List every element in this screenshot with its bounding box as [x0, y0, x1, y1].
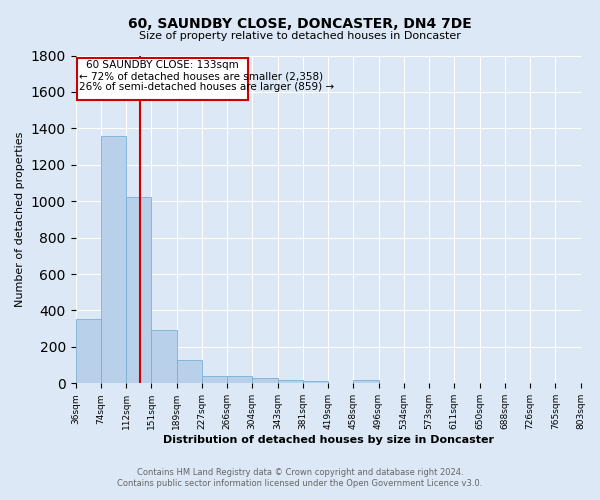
Bar	[202, 376, 227, 384]
Bar	[76, 319, 101, 384]
Bar	[101, 136, 126, 384]
Y-axis label: Number of detached properties: Number of detached properties	[15, 132, 25, 307]
Text: 60, SAUNDBY CLOSE, DONCASTER, DN4 7DE: 60, SAUNDBY CLOSE, DONCASTER, DN4 7DE	[128, 18, 472, 32]
Bar	[227, 376, 252, 384]
Bar	[151, 330, 176, 384]
Bar	[126, 197, 151, 384]
Bar	[252, 378, 278, 384]
Text: 60 SAUNDBY CLOSE: 133sqm: 60 SAUNDBY CLOSE: 133sqm	[86, 60, 239, 70]
Bar	[278, 380, 303, 384]
FancyBboxPatch shape	[77, 58, 248, 100]
Bar	[353, 380, 379, 384]
X-axis label: Distribution of detached houses by size in Doncaster: Distribution of detached houses by size …	[163, 435, 494, 445]
Text: ← 72% of detached houses are smaller (2,358): ← 72% of detached houses are smaller (2,…	[79, 72, 323, 82]
Bar	[303, 380, 328, 384]
Text: Contains HM Land Registry data © Crown copyright and database right 2024.
Contai: Contains HM Land Registry data © Crown c…	[118, 468, 482, 487]
Text: 26% of semi-detached houses are larger (859) →: 26% of semi-detached houses are larger (…	[79, 82, 334, 92]
Text: Size of property relative to detached houses in Doncaster: Size of property relative to detached ho…	[139, 31, 461, 41]
Bar	[176, 360, 202, 384]
